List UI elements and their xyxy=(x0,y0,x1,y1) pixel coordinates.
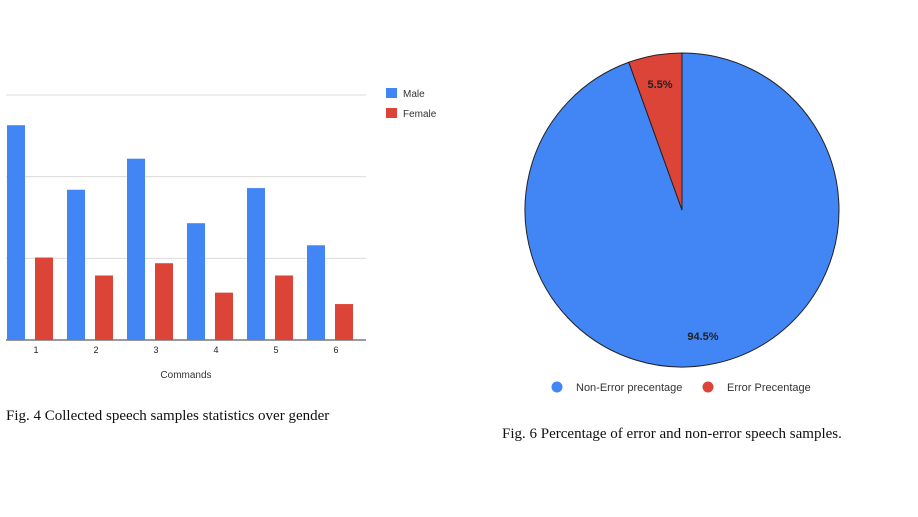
figure-4-caption: Fig. 4 Collected speech samples statisti… xyxy=(6,408,330,424)
x-tick-label: 3 xyxy=(153,345,158,355)
bar-male-4 xyxy=(187,223,205,340)
legend-swatch-female xyxy=(386,108,397,118)
legend-label-male: Male xyxy=(403,89,425,100)
bar-male-2 xyxy=(67,189,85,340)
legend-dot-error xyxy=(702,381,714,393)
pie-data-label: 5.5% xyxy=(647,79,672,91)
bar-male-5 xyxy=(247,188,265,340)
bar-male-6 xyxy=(307,245,325,340)
bar-female-3 xyxy=(155,263,173,340)
legend-label-error: Error Precentage xyxy=(727,382,811,394)
bar-male-3 xyxy=(127,158,145,340)
pie-chart: 94.5% 5.5% Non-Error precentage Error Prece… xyxy=(524,52,840,394)
legend-dot-non-error xyxy=(551,381,563,393)
bar-female-1 xyxy=(35,257,53,340)
bar-chart: 1 2 3 4 5 6 Commands Male Female xyxy=(6,88,437,381)
x-tick-label: 1 xyxy=(33,345,38,355)
x-tick-label: 5 xyxy=(273,345,278,355)
legend-label-female: Female xyxy=(403,109,437,120)
bar-female-2 xyxy=(95,275,113,340)
legend-swatch-male xyxy=(386,88,397,98)
bar-male-1 xyxy=(7,125,25,340)
bar-female-4 xyxy=(215,292,233,340)
legend-label-non-error: Non-Error precentage xyxy=(576,382,682,394)
bar-female-6 xyxy=(335,304,353,340)
figure-6-caption: Fig. 6 Percentage of error and non-error… xyxy=(502,426,842,442)
pie-slice-error xyxy=(628,52,683,211)
bar-female-5 xyxy=(275,275,293,340)
pie-data-label: 94.5% xyxy=(687,331,718,343)
x-tick-label: 4 xyxy=(213,345,218,355)
x-tick-label: 2 xyxy=(93,345,98,355)
x-axis-label: Commands xyxy=(160,370,211,381)
x-tick-label: 6 xyxy=(333,345,338,355)
